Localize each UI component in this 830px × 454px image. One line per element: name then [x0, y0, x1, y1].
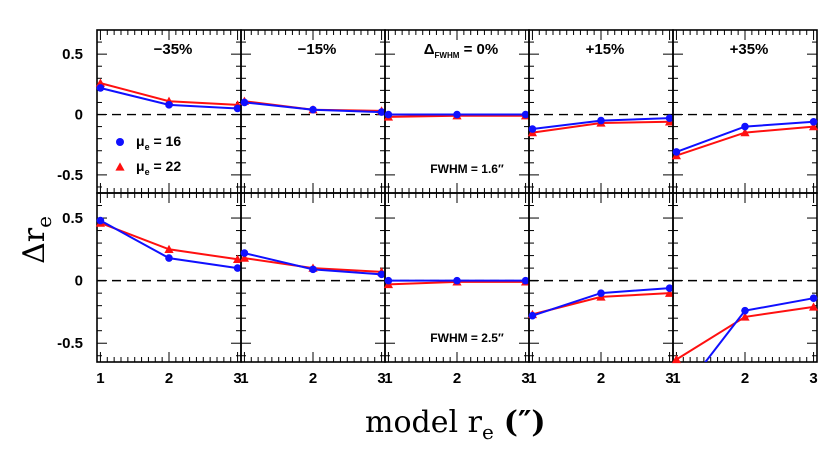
series-mu16-point	[528, 125, 537, 133]
series-mu16-point	[809, 117, 818, 126]
x-tick-label: 2	[741, 370, 749, 387]
y-tick-label: 0	[75, 107, 83, 124]
panel-title-col5: +35%	[730, 41, 769, 58]
series-mu16-point	[96, 84, 105, 92]
series-mu16-point	[597, 116, 605, 125]
series-mu16-point	[377, 270, 386, 279]
series-mu22-point	[239, 253, 250, 262]
series-mu16-point	[309, 105, 317, 114]
x-tick-label: 1	[672, 370, 680, 387]
series-mu16-point	[597, 289, 605, 297]
x-tick-label: 2	[165, 370, 173, 387]
series-mu16-point	[96, 216, 105, 225]
series-mu16-point	[240, 249, 249, 257]
panel-r2-c2	[239, 192, 387, 363]
x-tick-label: 3	[521, 370, 529, 387]
x-tick-label: 1	[96, 370, 104, 387]
series-mu22-point	[808, 302, 819, 311]
series-mu16-point	[453, 110, 461, 119]
x-axis-title: model re (″)	[365, 405, 546, 444]
x-tick-label: 2	[597, 370, 605, 387]
series-mu16-point	[384, 276, 393, 285]
series-mu16-point	[528, 311, 537, 320]
series-mu16-point	[809, 294, 818, 302]
text-layer: model re (″) Δre	[17, 216, 546, 444]
series-mu16-point	[240, 98, 249, 107]
panel-r1-c4: +15%	[527, 29, 675, 194]
panel-r2-c5	[671, 192, 819, 364]
series-mu22-point	[671, 354, 682, 364]
series-mu16-point	[165, 101, 173, 109]
legend-label: μe = 16	[136, 133, 181, 152]
fwhm-label-row1: FWHM = 1.6″	[430, 162, 504, 176]
y-tick-label: 0.5	[62, 46, 83, 63]
panel-frame	[96, 192, 242, 363]
series-mu22-point	[740, 128, 750, 137]
series-mu22-line	[100, 222, 238, 261]
panel-r1-c5: +35%	[671, 29, 819, 194]
x-tick-label: 3	[233, 370, 241, 387]
legend-marker-mu22	[115, 162, 125, 171]
panel-r2-c3: FWHM = 2.5″	[383, 192, 531, 363]
series-mu16-point	[309, 265, 317, 274]
series-mu22-point	[664, 288, 675, 297]
series-mu16-point	[453, 276, 461, 285]
panel-r1-c2: −15%	[239, 29, 387, 194]
series-mu22-point	[808, 121, 819, 131]
panel-frame	[672, 192, 818, 363]
series-mu16-point	[384, 110, 393, 119]
series-mu16-point	[741, 122, 749, 131]
panel-title-col1: −35%	[154, 41, 193, 58]
series-mu16-point	[165, 254, 173, 262]
x-tick-label: 1	[528, 370, 536, 387]
x-tick-label: 1	[240, 370, 248, 387]
panel-r2-c4	[527, 192, 675, 363]
legend-marker-mu16	[116, 138, 124, 146]
y-tick-label: -0.5	[57, 167, 83, 184]
y-tick-label: -0.5	[57, 335, 83, 352]
y-axis-title: Δre	[17, 216, 56, 264]
series-mu16-point	[521, 110, 530, 119]
fwhm-label-row2: FWHM = 2.5″	[430, 331, 504, 345]
panel-r2-c1	[95, 192, 243, 363]
y-tick-label: 0.5	[62, 210, 83, 227]
panel-title-col4: +15%	[586, 41, 625, 58]
x-tick-label: 1	[384, 370, 392, 387]
panel-title-col3: ΔFWHM = 0%	[424, 41, 498, 60]
series-mu22-point	[740, 312, 750, 321]
x-tick-label: 3	[809, 370, 817, 387]
y-tick-label: 0	[75, 273, 83, 290]
series-mu22-point	[232, 254, 243, 264]
panels-layer: −35% −15% ΔFWHM = 0% FWHM = 1.6″ +15% +35% -0.…	[57, 29, 819, 387]
x-tick-label: 3	[665, 370, 673, 387]
panel-frame	[240, 192, 386, 363]
series-mu16-point	[741, 306, 749, 315]
series-mu16-point	[233, 264, 242, 272]
x-tick-label: 2	[453, 370, 461, 387]
series-mu16-point	[233, 104, 242, 113]
series-mu16-point	[377, 108, 386, 116]
x-tick-label: 2	[309, 370, 317, 387]
series-mu22-point	[95, 78, 106, 87]
series-mu16-point	[665, 284, 674, 292]
panel-frame	[528, 192, 674, 363]
series-mu16-point	[665, 114, 674, 122]
series-mu16-point	[672, 148, 681, 156]
series-mu22-point	[164, 244, 174, 254]
panel-title-col2: −15%	[298, 41, 337, 58]
series-mu16-point	[521, 276, 530, 285]
x-tick-label: 3	[377, 370, 385, 387]
panel-r1-c3: ΔFWHM = 0% FWHM = 1.6″	[383, 29, 531, 194]
legend-label: μe = 22	[136, 158, 181, 177]
